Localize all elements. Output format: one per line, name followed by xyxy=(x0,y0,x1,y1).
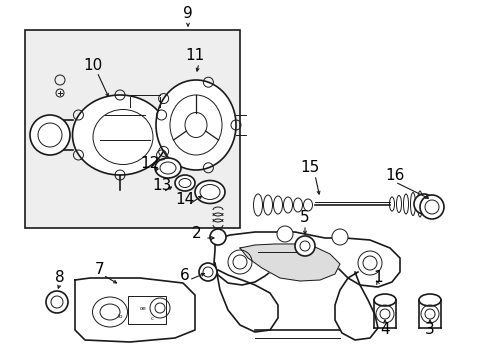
Ellipse shape xyxy=(418,294,440,306)
Text: 7: 7 xyxy=(95,262,104,278)
Bar xyxy=(25,30,240,228)
Polygon shape xyxy=(214,232,399,287)
Text: 5: 5 xyxy=(300,211,309,225)
Ellipse shape xyxy=(155,158,181,178)
Polygon shape xyxy=(240,244,339,281)
Bar xyxy=(128,296,165,324)
Text: lo: lo xyxy=(117,314,122,319)
Text: 12: 12 xyxy=(140,156,159,171)
Text: 15: 15 xyxy=(300,161,319,175)
Text: 9: 9 xyxy=(183,6,192,22)
Text: 3: 3 xyxy=(424,323,434,338)
Text: 1: 1 xyxy=(372,270,382,285)
Ellipse shape xyxy=(195,180,224,203)
Polygon shape xyxy=(75,278,195,342)
Polygon shape xyxy=(334,272,377,340)
Circle shape xyxy=(209,229,225,245)
Polygon shape xyxy=(215,263,278,332)
Circle shape xyxy=(331,229,347,245)
Text: 16: 16 xyxy=(385,167,404,183)
Text: 8: 8 xyxy=(55,270,65,284)
Circle shape xyxy=(46,291,68,313)
Ellipse shape xyxy=(156,80,236,170)
Ellipse shape xyxy=(373,294,395,306)
Text: 10: 10 xyxy=(83,58,102,72)
Circle shape xyxy=(294,236,314,256)
Text: 14: 14 xyxy=(175,193,194,207)
Circle shape xyxy=(276,226,292,242)
Ellipse shape xyxy=(175,175,195,191)
Text: 13: 13 xyxy=(152,177,171,193)
Circle shape xyxy=(30,115,70,155)
Text: 6: 6 xyxy=(180,267,189,283)
Text: 2: 2 xyxy=(192,225,202,240)
Text: oe: oe xyxy=(140,306,146,310)
Text: 4: 4 xyxy=(379,323,389,338)
Ellipse shape xyxy=(72,95,167,175)
Text: 11: 11 xyxy=(185,48,204,63)
Circle shape xyxy=(199,263,217,281)
Circle shape xyxy=(419,195,443,219)
Circle shape xyxy=(413,194,433,214)
Text: c: c xyxy=(150,315,153,320)
